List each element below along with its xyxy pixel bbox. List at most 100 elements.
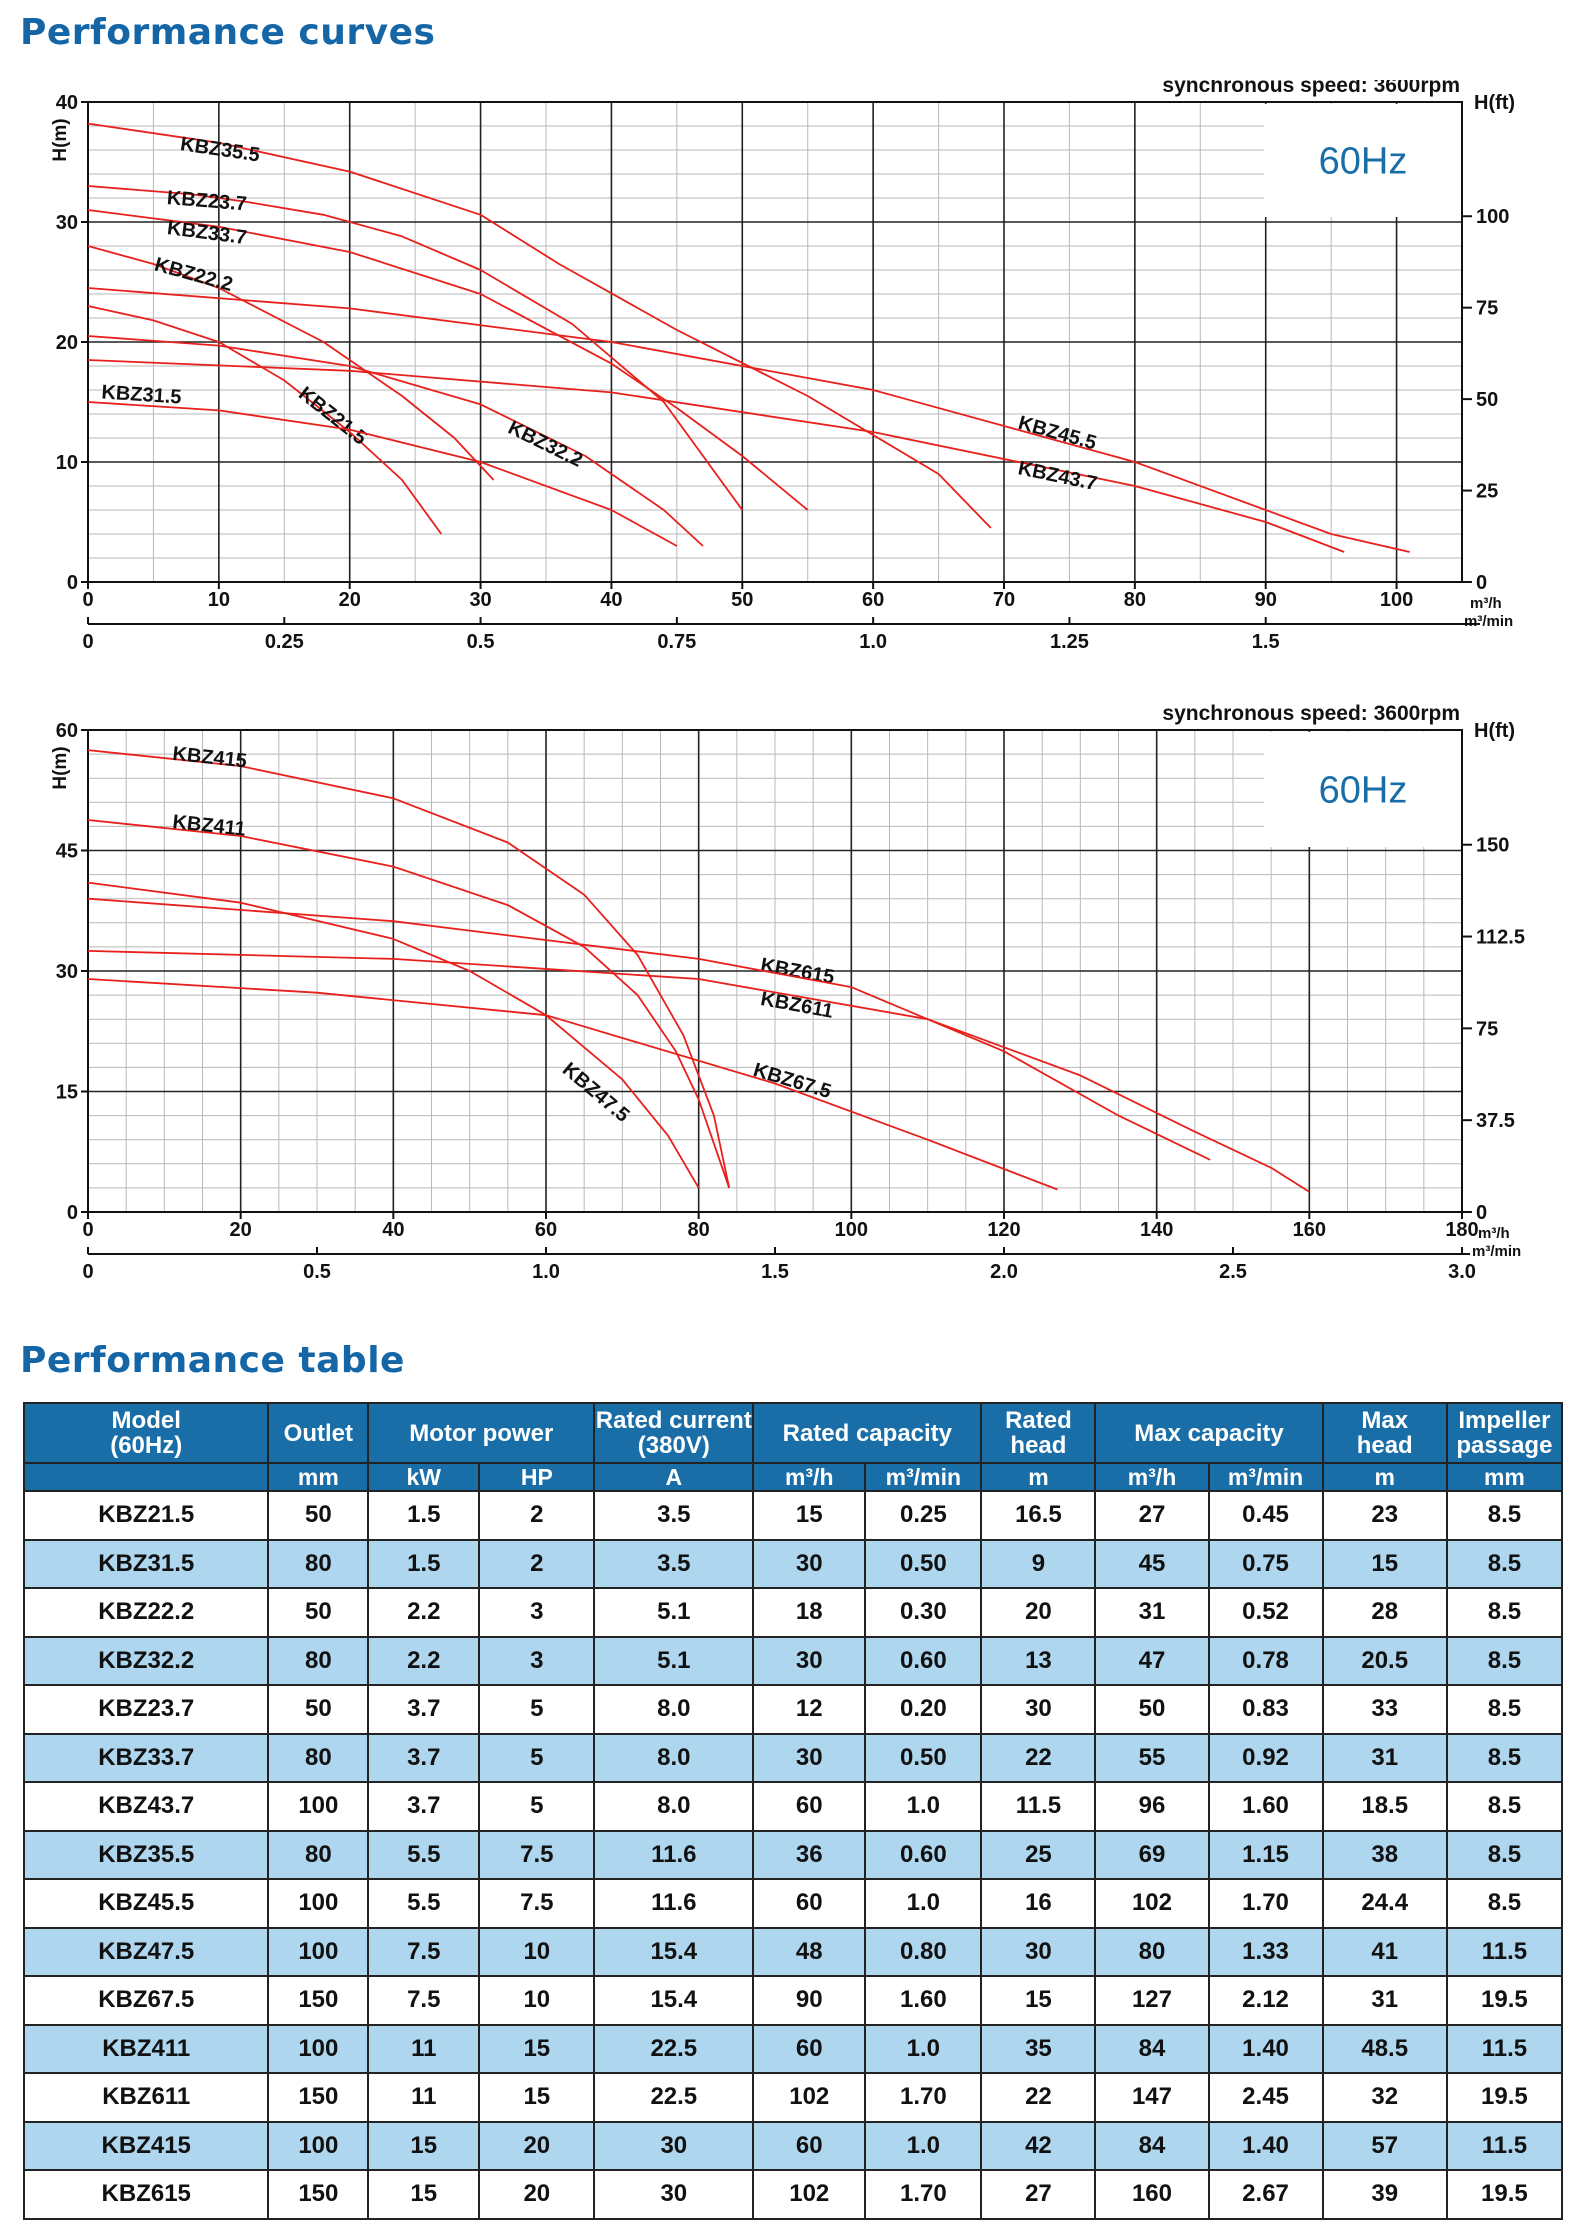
table-cell: 7.5 [478,1829,596,1880]
table-cell: 31 [1321,1732,1448,1783]
x-tick-label: 80 [688,1219,710,1241]
curve-KBZ32.2 [87,335,704,547]
model-cell: KBZ21.5 [22,1490,270,1541]
badge-box [1264,104,1462,217]
table-cell: 69 [1094,1829,1210,1880]
table-cell: 60 [752,2120,867,2171]
header-impeller-passage: Impeller passage [1445,1402,1564,1464]
table-cell: 1.5 [367,1490,481,1541]
table-cell: 84 [1094,2120,1210,2171]
table-cell: 1.33 [1207,1926,1324,1977]
table-cell: 150 [267,1975,370,2026]
header-max-head: Max head [1321,1402,1448,1464]
table-cell: 1.70 [864,2072,983,2123]
x-unit-label: m³/h [1478,1225,1510,1242]
y-axis-label: H(m) [50,118,71,161]
table-cell: 8.5 [1445,1538,1564,1589]
header-rated-capacity: Rated capacity [752,1402,983,1464]
table-cell: 0.80 [864,1926,983,1977]
table-cell: 3 [478,1587,596,1638]
table-cell: 19.5 [1445,2072,1564,2123]
table-header-row: Model (60Hz) Outlet Motor power Rated cu… [22,1402,1564,1464]
table-cell: 35 [980,2023,1097,2074]
table-body: KBZ21.5 50 1.5 2 3.5 15 0.25 16.5 27 0.45 23 8.5 KBZ… [22,1490,1564,2220]
table-cell: 2.12 [1207,1975,1324,2026]
curve-KBZ615 [87,950,1310,1193]
x-tick-label: 100 [835,1219,868,1241]
table-cell: 20 [478,2120,596,2171]
table-cell: 50 [267,1684,370,1735]
header-impeller-passage-text: Impeller passage [1456,1407,1553,1459]
table-cell: 3 [478,1635,596,1686]
table-cell: 60 [752,2023,867,2074]
header-outlet: Outlet [267,1402,370,1464]
y2-tick-label: 112.5 [1476,927,1525,949]
table-cell: 5.5 [367,1878,481,1929]
table-cell: 25 [980,1829,1097,1880]
table-cell: 7.5 [367,1926,481,1977]
y-tick-label: 15 [56,1082,78,1104]
x-tick-label: 0 [82,589,93,611]
table-cell: 5.1 [593,1587,755,1638]
y2-tick-label: 50 [1476,389,1498,411]
model-cell: KBZ415 [22,2120,270,2171]
table-row: KBZ32.2 80 2.2 3 5.1 30 0.60 13 47 0.78 20.5 8.5 [22,1635,1564,1686]
table-row: KBZ43.7 100 3.7 5 8.0 60 1.0 11.5 96 1.60 18.5 8.5 [22,1781,1564,1832]
table-cell: 22 [980,2072,1097,2123]
table-cell: 16 [980,1878,1097,1929]
model-cell: KBZ611 [22,2072,270,2123]
x-tick-label: 40 [382,1219,404,1241]
table-cell: 8.5 [1445,1684,1564,1735]
performance-chart-2: 60Hz 0 15 30 45 60 H(m) 0 37.5 75 112.5 150 H(ft) 0 20… [50,702,1525,1283]
x-unit-label: m³/h [1470,595,1502,612]
table-cell: 31 [1321,1975,1448,2026]
y-axis-label: H(m) [50,746,71,789]
x-tick-label: 160 [1293,1219,1326,1241]
table-cell: 2.2 [367,1587,481,1638]
model-cell: KBZ23.7 [22,1684,270,1735]
table-row: KBZ67.5 150 7.5 10 15.4 90 1.60 15 127 2.12 31 19.5 [22,1975,1564,2026]
unit-outlet: mm [267,1462,370,1492]
table-cell: 7.5 [478,1878,596,1929]
performance-chart-1: 60Hz 0 10 20 30 40 H(m) 0 25 50 75 100 H(ft) 0 10 20 30 4… [50,80,1515,653]
badge-box [1264,732,1462,847]
model-cell: KBZ45.5 [22,1878,270,1929]
table-cell: 36 [752,1829,867,1880]
y-tick-label: 45 [56,841,78,863]
table-cell: 0.60 [864,1635,983,1686]
x-tick-label: 80 [1124,589,1146,611]
table-cell: 3.7 [367,1781,481,1832]
table-cell: 20 [980,1587,1097,1638]
table-cell: 19.5 [1445,2169,1564,2220]
header-rated-head: Rated head [980,1402,1097,1464]
table-row: KBZ615 150 15 20 30 102 1.70 27 160 2.67 39 19.5 [22,2169,1564,2220]
curve-KBZ35.5 [87,122,992,529]
model-cell: KBZ31.5 [22,1538,270,1589]
y-tick-label: 10 [56,452,78,474]
table-cell: 11.6 [593,1829,755,1880]
y-tick-label: 30 [56,961,78,983]
table-cell: 15.4 [593,1975,755,2026]
table-cell: 5.5 [367,1829,481,1880]
y2-tick-label: 0 [1476,1202,1487,1224]
table-cell: 19.5 [1445,1975,1564,2026]
table-cell: 27 [980,2169,1097,2220]
y-tick-label: 0 [67,1202,78,1224]
table-cell: 10 [478,1975,596,2026]
unit-max-m3h: m³/h [1094,1462,1210,1492]
x-tick-label: 100 [1380,589,1413,611]
table-cell: 15 [1321,1538,1448,1589]
speed-note: synchronous speed: 3600rpm [1162,80,1460,97]
table-cell: 1.60 [1207,1781,1324,1832]
table-cell: 41 [1321,1926,1448,1977]
table-cell: 102 [752,2169,867,2220]
curve-KBZ411 [87,819,731,1189]
curve-KBZ47.5 [87,881,700,1189]
table-cell: 27 [1094,1490,1210,1541]
x2-tick-label: 0 [82,631,93,653]
table-cell: 8.5 [1445,1490,1564,1541]
curve-KBZ22.2 [87,245,495,481]
table-row: KBZ47.5 100 7.5 10 15.4 48 0.80 30 80 1.33 41 11.5 [22,1926,1564,1977]
curve-KBZ45.5 [87,287,1410,553]
table-cell: 2.67 [1207,2169,1324,2220]
